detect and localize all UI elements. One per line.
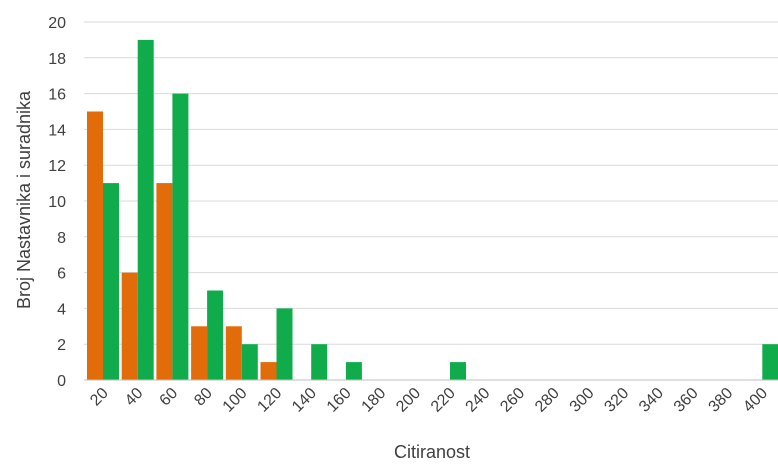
- y-tick-label: 2: [57, 337, 66, 354]
- y-tick-label: 0: [57, 373, 66, 390]
- y-tick-label: 12: [48, 158, 66, 175]
- bar-series-1: [156, 183, 173, 380]
- y-tick-label: 16: [48, 87, 66, 104]
- x-tick-label: 160: [324, 385, 355, 416]
- bar-series-2: [276, 308, 293, 380]
- y-tick-label: 6: [57, 266, 66, 283]
- y-tick-label: 20: [48, 15, 66, 32]
- bar-series-2: [311, 344, 328, 380]
- y-tick-label: 4: [57, 301, 66, 318]
- bar-series-2: [137, 39, 154, 381]
- bar-series-2: [762, 344, 778, 380]
- y-axis-ticks: 0 2 4 6 8 10 12 14 16 18 20: [48, 15, 66, 390]
- bar-series-2: [172, 93, 189, 380]
- x-tick-label: 240: [463, 385, 494, 416]
- x-tick-label: 300: [567, 385, 598, 416]
- x-tick-label: 220: [428, 385, 459, 416]
- bar-series-2: [450, 362, 466, 380]
- x-axis-title: Citiranost: [394, 442, 470, 462]
- x-tick-label: 20: [87, 385, 112, 410]
- x-tick-label: 100: [220, 385, 251, 416]
- bar-series-1: [121, 272, 138, 380]
- bars: [87, 39, 778, 381]
- x-tick-label: 340: [636, 385, 667, 416]
- x-tick-label: 60: [157, 385, 182, 410]
- x-tick-label: 120: [254, 385, 285, 416]
- bar-series-1: [87, 111, 103, 380]
- x-tick-label: 80: [191, 385, 216, 410]
- x-tick-label: 260: [497, 385, 528, 416]
- y-axis-title: Broj Nastavnika i suradnika: [14, 90, 34, 309]
- bar-series-2: [241, 344, 258, 380]
- bar-series-1: [225, 326, 242, 380]
- x-tick-label: 400: [740, 385, 771, 416]
- bar-series-2: [103, 183, 119, 380]
- x-axis-ticks: 20 40 60 80 100 120 140 160 180 200 220 240 260 280 30…: [87, 385, 771, 416]
- x-tick-label: 320: [601, 385, 632, 416]
- bar-series-1: [191, 326, 208, 380]
- x-tick-label: 40: [122, 385, 147, 410]
- y-tick-label: 18: [48, 51, 66, 68]
- y-tick-label: 8: [57, 230, 66, 247]
- x-tick-label: 360: [671, 385, 702, 416]
- x-tick-label: 280: [532, 385, 563, 416]
- x-tick-label: 140: [289, 385, 320, 416]
- bar-series-1: [260, 362, 277, 380]
- gridlines: [84, 21, 778, 345]
- y-tick-label: 10: [48, 194, 66, 211]
- x-tick-label: 200: [393, 385, 424, 416]
- y-tick-label: 14: [48, 122, 66, 139]
- bar-series-2: [207, 290, 224, 380]
- x-tick-label: 380: [706, 385, 737, 416]
- x-tick-label: 180: [359, 385, 390, 416]
- bar-series-2: [345, 362, 362, 380]
